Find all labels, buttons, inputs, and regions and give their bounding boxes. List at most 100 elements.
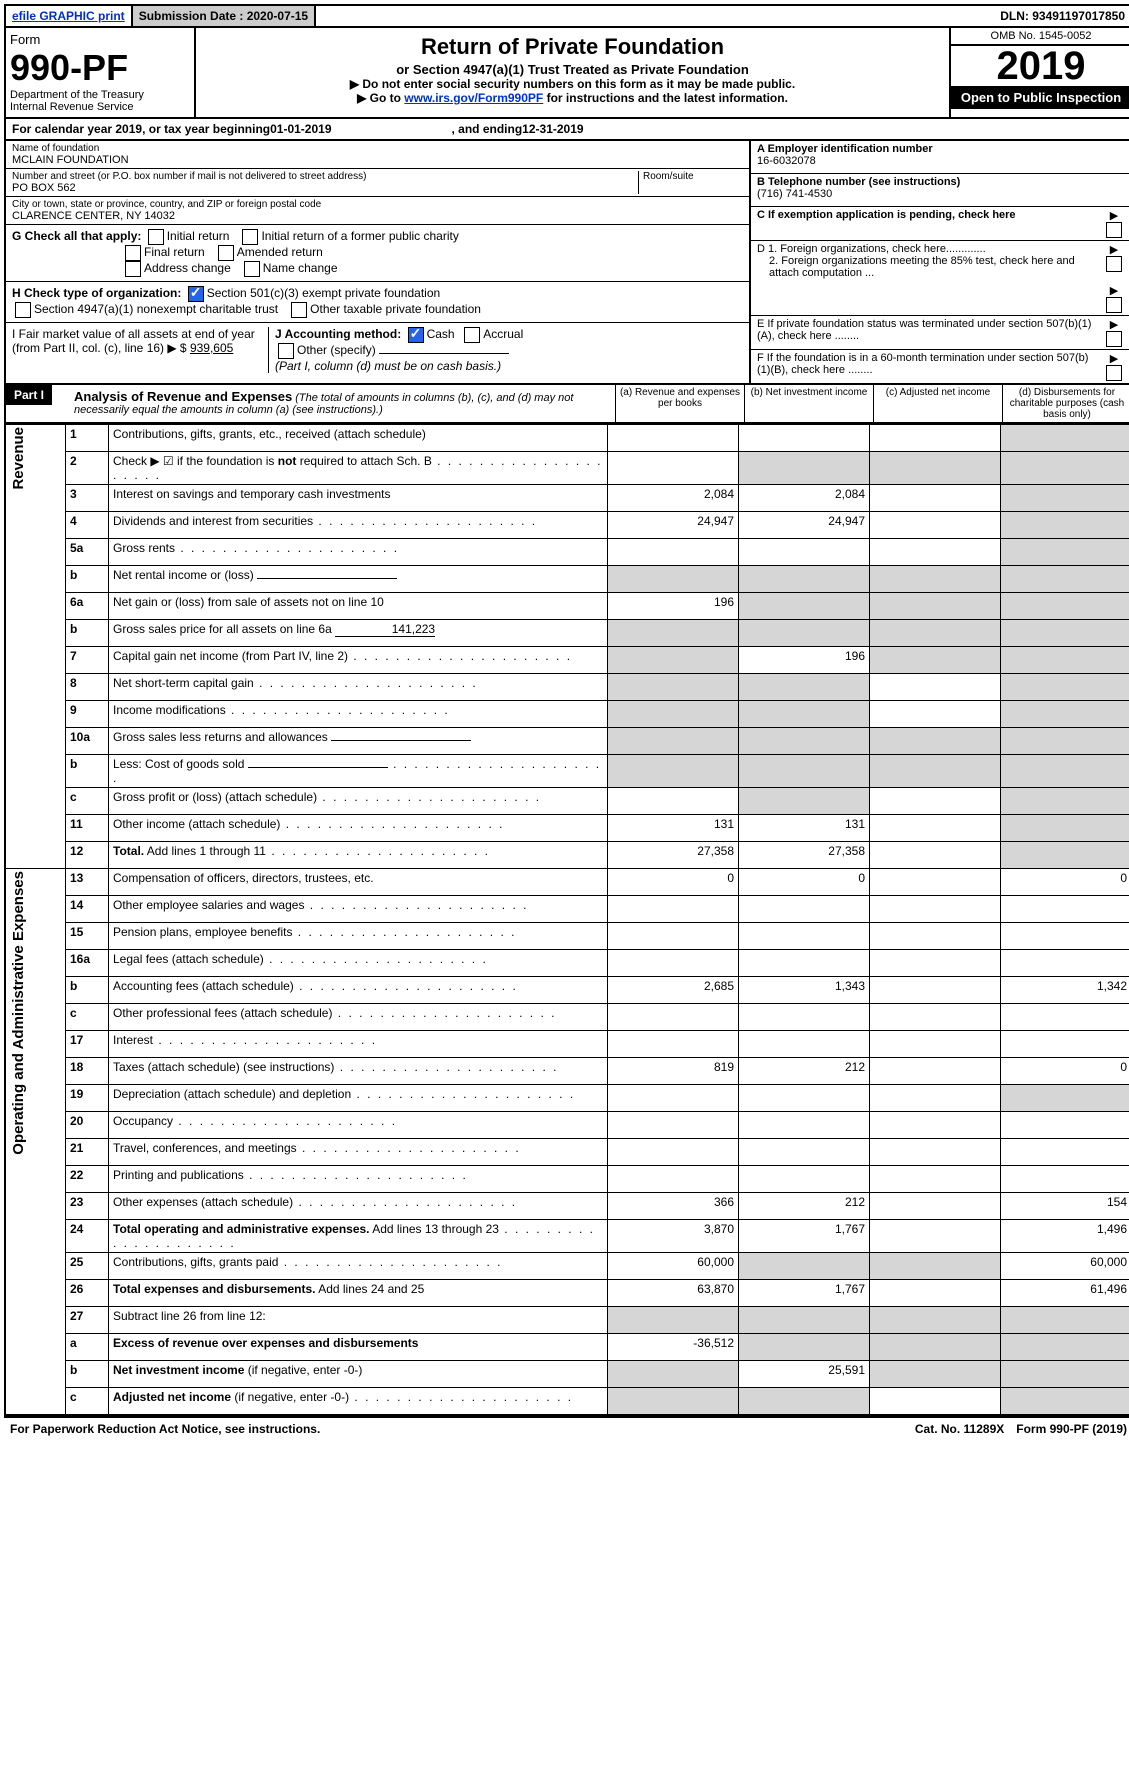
- value-cell-a: [608, 923, 739, 950]
- col-d-head: (d) Disbursements for charitable purpose…: [1002, 385, 1129, 422]
- check-f[interactable]: [1106, 365, 1122, 381]
- table-row: 3Interest on savings and temporary cash …: [5, 485, 1129, 512]
- col-b-head: (b) Net investment income: [744, 385, 873, 422]
- side-label: Revenue: [5, 425, 66, 869]
- value-cell-a: [608, 1388, 739, 1416]
- value-cell-a: 131: [608, 815, 739, 842]
- check-final[interactable]: [125, 245, 141, 261]
- value-cell-d: 154: [1001, 1193, 1129, 1220]
- form-note-2: ▶ Go to www.irs.gov/Form990PF for instru…: [200, 91, 945, 105]
- value-cell-a: [608, 896, 739, 923]
- line-desc: Depreciation (attach schedule) and deple…: [109, 1085, 608, 1112]
- line-desc: Adjusted net income (if negative, enter …: [109, 1388, 608, 1416]
- table-row: aExcess of revenue over expenses and dis…: [5, 1334, 1129, 1361]
- check-initial[interactable]: [148, 229, 164, 245]
- line-number: b: [66, 1361, 109, 1388]
- footer-left: For Paperwork Reduction Act Notice, see …: [4, 1420, 909, 1438]
- value-cell-b: 131: [739, 815, 870, 842]
- value-cell-c: [870, 1220, 1001, 1253]
- value-cell-c: [870, 788, 1001, 815]
- value-cell-a: [608, 674, 739, 701]
- value-cell-d: [1001, 1334, 1129, 1361]
- c-cell: C If exemption application is pending, c…: [751, 207, 1129, 241]
- d1-label: D 1. Foreign organizations, check here..…: [757, 243, 1099, 255]
- value-cell-d: [1001, 485, 1129, 512]
- value-cell-d: [1001, 1388, 1129, 1416]
- check-4947[interactable]: [15, 302, 31, 318]
- check-d2[interactable]: [1106, 297, 1122, 313]
- j-other-blank[interactable]: [379, 353, 509, 354]
- line-desc: Less: Cost of goods sold: [109, 755, 608, 788]
- table-row: 18Taxes (attach schedule) (see instructi…: [5, 1058, 1129, 1085]
- efile-label[interactable]: efile GRAPHIC print: [6, 6, 133, 26]
- value-cell-a: [608, 452, 739, 485]
- value-cell-a: [608, 1112, 739, 1139]
- value-cell-d: [1001, 425, 1129, 452]
- foundation-address: PO BOX 562: [12, 182, 638, 194]
- check-address[interactable]: [125, 261, 141, 277]
- check-cash[interactable]: [408, 327, 424, 343]
- value-cell-c: [870, 1004, 1001, 1031]
- h2-label: Section 4947(a)(1) nonexempt charitable …: [34, 302, 278, 316]
- check-c[interactable]: [1106, 222, 1122, 238]
- value-cell-d: [1001, 1112, 1129, 1139]
- part1-header-row: Part I Analysis of Revenue and Expenses …: [4, 385, 1129, 424]
- line-number: 25: [66, 1253, 109, 1280]
- line-desc: Dividends and interest from securities: [109, 512, 608, 539]
- value-cell-c: [870, 425, 1001, 452]
- value-cell-c: [870, 1388, 1001, 1416]
- check-amended[interactable]: [218, 245, 234, 261]
- line-desc: Gross profit or (loss) (attach schedule): [109, 788, 608, 815]
- check-501c3[interactable]: [188, 286, 204, 302]
- line-desc: Accounting fees (attach schedule): [109, 977, 608, 1004]
- check-d1[interactable]: [1106, 256, 1122, 272]
- line-number: 21: [66, 1139, 109, 1166]
- irs-link[interactable]: www.irs.gov/Form990PF: [404, 91, 543, 105]
- value-cell-a: [608, 1139, 739, 1166]
- value-cell-d: [1001, 620, 1129, 647]
- j-accrual: Accrual: [483, 327, 523, 341]
- table-row: 22Printing and publications: [5, 1166, 1129, 1193]
- dln: DLN: 93491197017850: [994, 6, 1129, 26]
- value-cell-b: 196: [739, 647, 870, 674]
- line-number: 8: [66, 674, 109, 701]
- table-row: 12Total. Add lines 1 through 1127,35827,…: [5, 842, 1129, 869]
- value-cell-b: [739, 620, 870, 647]
- check-other-taxable[interactable]: [291, 302, 307, 318]
- j-note: (Part I, column (d) must be on cash basi…: [275, 359, 501, 373]
- value-cell-b: [739, 1112, 870, 1139]
- value-cell-c: [870, 1166, 1001, 1193]
- line-number: b: [66, 977, 109, 1004]
- line-number: 22: [66, 1166, 109, 1193]
- value-cell-d: [1001, 674, 1129, 701]
- check-e[interactable]: [1106, 331, 1122, 347]
- table-row: 26Total expenses and disbursements. Add …: [5, 1280, 1129, 1307]
- foundation-city: CLARENCE CENTER, NY 14032: [12, 210, 743, 222]
- check-other-method[interactable]: [278, 343, 294, 359]
- check-name[interactable]: [244, 261, 260, 277]
- g-checks: G Check all that apply: Initial return I…: [6, 225, 749, 282]
- line-number: b: [66, 620, 109, 647]
- h-label: H Check type of organization:: [12, 286, 181, 300]
- check-accrual[interactable]: [464, 327, 480, 343]
- value-cell-d: [1001, 728, 1129, 755]
- value-cell-c: [870, 977, 1001, 1004]
- value-cell-a: [608, 1085, 739, 1112]
- value-cell-d: [1001, 815, 1129, 842]
- value-cell-b: 24,947: [739, 512, 870, 539]
- footer-cat: Cat. No. 11289X: [909, 1420, 1010, 1438]
- line-number: 11: [66, 815, 109, 842]
- line-number: 3: [66, 485, 109, 512]
- addr-label: Number and street (or P.O. box number if…: [12, 171, 638, 182]
- value-cell-b: 212: [739, 1193, 870, 1220]
- value-cell-b: 27,358: [739, 842, 870, 869]
- line-desc: Interest: [109, 1031, 608, 1058]
- check-initial-former[interactable]: [242, 229, 258, 245]
- line-desc: Contributions, gifts, grants paid: [109, 1253, 608, 1280]
- name-cell: Name of foundation MCLAIN FOUNDATION: [6, 141, 749, 169]
- line-desc: Subtract line 26 from line 12:: [109, 1307, 608, 1334]
- table-row: bGross sales price for all assets on lin…: [5, 620, 1129, 647]
- ij-row: I Fair market value of all assets at end…: [6, 323, 749, 377]
- line-desc: Contributions, gifts, grants, etc., rece…: [109, 425, 608, 452]
- value-cell-a: [608, 1166, 739, 1193]
